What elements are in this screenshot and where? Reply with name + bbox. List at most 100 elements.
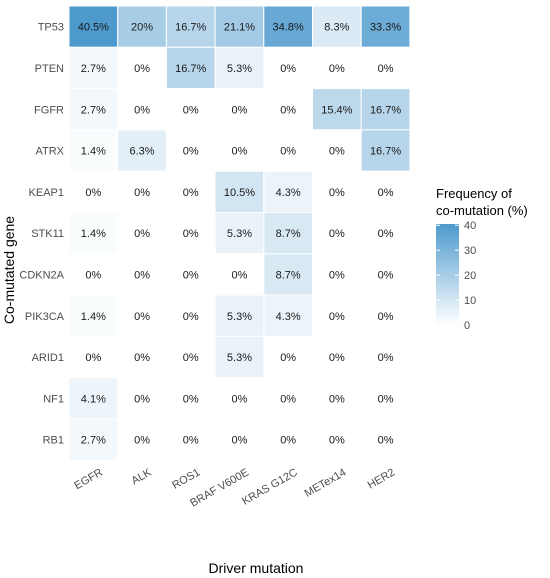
heatmap-cell-keap1-ros1	[165, 170, 216, 213]
heatmap-cell-pik3ca-her2	[360, 294, 411, 337]
cell-value-label: 0%	[378, 228, 394, 240]
cell-value-label: 16.7%	[175, 63, 206, 75]
heatmap-cell-atrx-metex14	[312, 129, 362, 172]
cell-value-label: 0%	[378, 63, 394, 75]
heatmap-cell-tp53-egfr	[68, 5, 119, 48]
cell-value-label: 16.7%	[370, 146, 401, 158]
cell-value-label: 16.7%	[370, 104, 401, 116]
heatmap-cell-pik3ca-metex14	[312, 294, 362, 337]
x-tick-label-egfr: EGFR	[72, 466, 105, 492]
legend-tick-label: 30	[464, 245, 476, 257]
y-axis-title: Co-mutated gene	[1, 216, 17, 324]
heatmap-cell-cdkn2a-kras-g12c	[263, 253, 313, 296]
y-tick-label-nf1: NF1	[43, 393, 64, 405]
heatmap-cell-nf1-egfr	[68, 377, 119, 420]
cell-value-label: 0%	[183, 228, 199, 240]
cell-value-label: 0%	[183, 146, 199, 158]
cell-value-label: 0%	[134, 311, 150, 323]
heatmap-cell-stk11-kras-g12c	[263, 212, 313, 255]
cell-value-label: 10.5%	[224, 187, 255, 199]
y-tick-label-tp53: TP53	[38, 22, 64, 34]
cell-value-label: 4.3%	[276, 311, 301, 323]
cell-value-label: 8.7%	[276, 228, 301, 240]
y-tick-label-pik3ca: PIK3CA	[25, 311, 65, 323]
cell-value-label: 0%	[329, 311, 345, 323]
legend-tick-label: 40	[464, 220, 476, 232]
heatmap-cell-pten-egfr	[68, 46, 119, 90]
cell-value-label: 0%	[85, 269, 101, 281]
cell-value-label: 0%	[329, 146, 345, 158]
cell-value-label: 0%	[378, 269, 394, 281]
cell-value-label: 33.3%	[370, 22, 401, 34]
cell-value-label: 8.7%	[276, 269, 301, 281]
x-axis-title: Driver mutation	[209, 560, 304, 576]
cell-value-label: 0%	[183, 187, 199, 199]
y-tick-label-fgfr: FGFR	[34, 104, 64, 116]
heatmap-cell-tp53-alk	[117, 5, 167, 48]
heatmap-cell-cdkn2a-metex14	[312, 253, 362, 296]
x-tick-label-ros1: ROS1	[170, 467, 202, 492]
cell-value-label: 2.7%	[81, 435, 106, 447]
heatmap-cell-nf1-braf-v600e	[214, 377, 265, 420]
heatmap-cell-atrx-her2	[360, 129, 411, 172]
x-tick-label-metex14: METex14	[303, 467, 349, 500]
heatmap-cell-cdkn2a-her2	[360, 253, 411, 296]
heatmap-cell-rb1-ros1	[165, 418, 216, 461]
heatmap-cell-nf1-metex14	[312, 377, 362, 420]
cell-value-label: 0%	[183, 352, 199, 364]
cell-value-label: 40.5%	[78, 22, 109, 34]
cell-value-label: 0%	[85, 352, 101, 364]
heatmap-cell-fgfr-braf-v600e	[214, 88, 265, 131]
y-tick-label-pten: PTEN	[35, 63, 64, 75]
cell-value-label: 0%	[329, 187, 345, 199]
cell-value-label: 0%	[378, 187, 394, 199]
heatmap-cell-pik3ca-kras-g12c	[263, 294, 313, 337]
heatmap-cell-rb1-kras-g12c	[263, 418, 313, 461]
cell-value-label: 1.4%	[81, 228, 106, 240]
cell-value-label: 5.3%	[227, 228, 252, 240]
cell-value-label: 0%	[329, 352, 345, 364]
heatmap-cell-stk11-alk	[117, 212, 167, 255]
cell-value-label: 5.3%	[227, 63, 252, 75]
cell-value-label: 1.4%	[81, 311, 106, 323]
heatmap-cell-pten-ros1	[165, 46, 216, 90]
cell-value-label: 4.3%	[276, 187, 301, 199]
heatmap-cell-stk11-her2	[360, 212, 411, 255]
heatmap-cell-stk11-braf-v600e	[214, 212, 265, 255]
heatmap-cell-pik3ca-braf-v600e	[214, 294, 265, 337]
heatmap-cell-atrx-alk	[117, 129, 167, 172]
legend-title-line-1: Frequency of	[436, 186, 512, 201]
heatmap-cell-arid1-kras-g12c	[263, 335, 313, 379]
cell-value-label: 0%	[280, 146, 296, 158]
legend-tick-label: 0	[464, 320, 470, 332]
heatmap-cell-tp53-metex14	[312, 5, 362, 48]
legend-tick-label: 20	[464, 270, 476, 282]
cell-value-label: 0%	[378, 311, 394, 323]
x-tick-label-kras-g12c: KRAS G12C	[240, 466, 300, 507]
heatmap-cell-fgfr-alk	[117, 88, 167, 131]
cell-value-label: 0%	[231, 435, 247, 447]
cell-value-label: 0%	[183, 269, 199, 281]
heatmap-cell-stk11-egfr	[68, 212, 119, 255]
x-tick-label-her2: HER2	[366, 467, 397, 492]
y-tick-label-arid1: ARID1	[32, 352, 64, 364]
cell-value-label: 0%	[231, 146, 247, 158]
heatmap-cell-cdkn2a-egfr	[68, 253, 119, 296]
y-tick-label-atrx: ATRX	[35, 146, 64, 158]
heatmap-cells: 40.5% 20% 16.7% 21.1% 34.8% 8.3% 33.3% 2.7% 0% 16…	[68, 5, 411, 461]
legend-ticks: 0 10 20 30 40	[436, 220, 476, 332]
cell-value-label: 0%	[183, 435, 199, 447]
cell-value-label: 0%	[329, 435, 345, 447]
heatmap-cell-rb1-braf-v600e	[214, 418, 265, 461]
y-tick-label-stk11: STK11	[31, 228, 64, 240]
cell-value-label: 5.3%	[227, 311, 252, 323]
heatmap-cell-pik3ca-alk	[117, 294, 167, 337]
cell-value-label: 0%	[378, 393, 394, 405]
color-legend: Frequency of co-mutation (%) 0 10 20 30 40	[436, 186, 528, 332]
cell-value-label: 1.4%	[81, 146, 106, 158]
cell-value-label: 0%	[378, 352, 394, 364]
heatmap-cell-rb1-her2	[360, 418, 411, 461]
cell-value-label: 0%	[183, 393, 199, 405]
